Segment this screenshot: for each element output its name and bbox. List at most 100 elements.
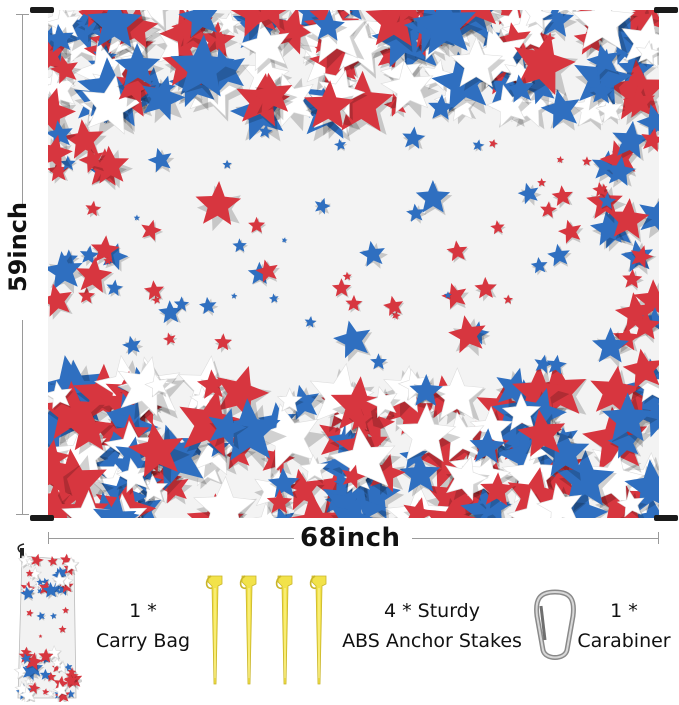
stars-pattern	[48, 10, 659, 518]
star-shape	[534, 354, 553, 374]
star-shape	[51, 662, 63, 673]
carabiner-icon	[534, 589, 576, 660]
star-shape	[24, 659, 43, 677]
star-shape	[505, 74, 534, 103]
star-shape	[574, 48, 633, 108]
star-shape	[281, 237, 288, 244]
star-shape	[147, 147, 172, 173]
star-shape	[25, 569, 34, 577]
star-shape	[489, 139, 498, 149]
star-shape	[199, 296, 217, 315]
star-shape	[380, 60, 434, 114]
star-shape	[255, 10, 287, 29]
star-shape	[409, 374, 443, 406]
width-cap-left	[48, 532, 49, 544]
star-shape	[48, 87, 76, 137]
star-shape	[267, 467, 300, 498]
star-shape	[93, 495, 140, 518]
star-shape	[217, 10, 242, 36]
star-shape	[48, 445, 79, 495]
star-shape	[65, 406, 112, 451]
star-shape	[571, 10, 635, 51]
star-shape	[328, 426, 396, 493]
star-shape	[445, 90, 478, 122]
star-shape	[214, 333, 232, 351]
width-dimension-line	[48, 538, 294, 539]
star-shape	[480, 472, 515, 506]
star-shape	[66, 689, 75, 698]
width-label: 68inch	[300, 523, 401, 553]
star-shape	[106, 279, 123, 296]
star-shape	[630, 496, 659, 518]
star-shape	[38, 634, 43, 638]
star-shape	[330, 376, 388, 432]
star-shape	[446, 240, 468, 262]
star-shape	[222, 159, 232, 169]
star-shape	[52, 681, 69, 698]
height-dimension-line-lower	[22, 320, 23, 514]
star-shape	[195, 181, 242, 225]
star-shape	[399, 453, 441, 493]
star-shape	[39, 668, 52, 680]
star-shape	[59, 249, 78, 267]
star-shape	[178, 10, 218, 38]
star-shape	[406, 203, 425, 222]
carry-bag-qty: 1 *	[129, 600, 157, 622]
star-shape	[64, 663, 73, 672]
star-shape	[50, 55, 78, 84]
star-shape	[507, 467, 565, 518]
carry-bag-caption: 1 * Carry Bag	[88, 596, 198, 656]
star-shape	[598, 192, 616, 210]
star-shape	[50, 612, 57, 620]
star-shape	[633, 279, 659, 319]
star-shape	[90, 145, 129, 184]
star-shape	[270, 10, 317, 55]
star-shape	[142, 75, 186, 121]
star-shape	[347, 406, 373, 431]
star-shape	[114, 43, 161, 87]
star-shape	[248, 216, 266, 233]
star-shape	[523, 71, 555, 105]
star-shape	[630, 245, 654, 269]
star-shape	[581, 156, 592, 166]
star-shape	[424, 493, 477, 518]
star-shape	[133, 214, 141, 221]
star-shape	[304, 80, 355, 129]
star-shape	[586, 44, 619, 78]
star-shape	[359, 240, 385, 267]
star-shape	[26, 609, 34, 617]
star-shape	[342, 464, 366, 489]
star-shape	[472, 139, 485, 152]
star-shape	[63, 556, 80, 573]
carabiner-caption: 1 * Carabiner	[574, 596, 674, 656]
star-shape	[24, 652, 43, 671]
width-cap-right	[658, 532, 659, 544]
star-shape	[151, 295, 161, 305]
star-shape	[624, 459, 659, 512]
star-shape	[557, 10, 574, 16]
star-shape	[238, 19, 290, 72]
star-shape	[82, 74, 143, 135]
star-shape	[75, 257, 113, 293]
star-shape	[48, 134, 73, 171]
star-shape	[51, 656, 64, 669]
star-shape	[232, 238, 247, 253]
star-shape	[496, 367, 537, 409]
star-shape	[448, 315, 486, 354]
star-shape	[143, 280, 164, 300]
star-shape	[249, 72, 293, 116]
star-shape	[25, 557, 35, 566]
star-shape	[266, 489, 293, 514]
star-shape	[144, 372, 169, 398]
star-shape	[63, 673, 78, 688]
star-shape	[193, 475, 257, 518]
star-shape	[63, 119, 104, 159]
star-shape	[607, 198, 650, 239]
star-shape	[514, 32, 576, 96]
star-shape	[478, 489, 512, 518]
star-shape	[590, 210, 626, 246]
top-rod-right	[654, 7, 678, 13]
star-shape	[87, 10, 142, 48]
star-shape	[158, 300, 182, 324]
star-shape	[474, 276, 497, 299]
